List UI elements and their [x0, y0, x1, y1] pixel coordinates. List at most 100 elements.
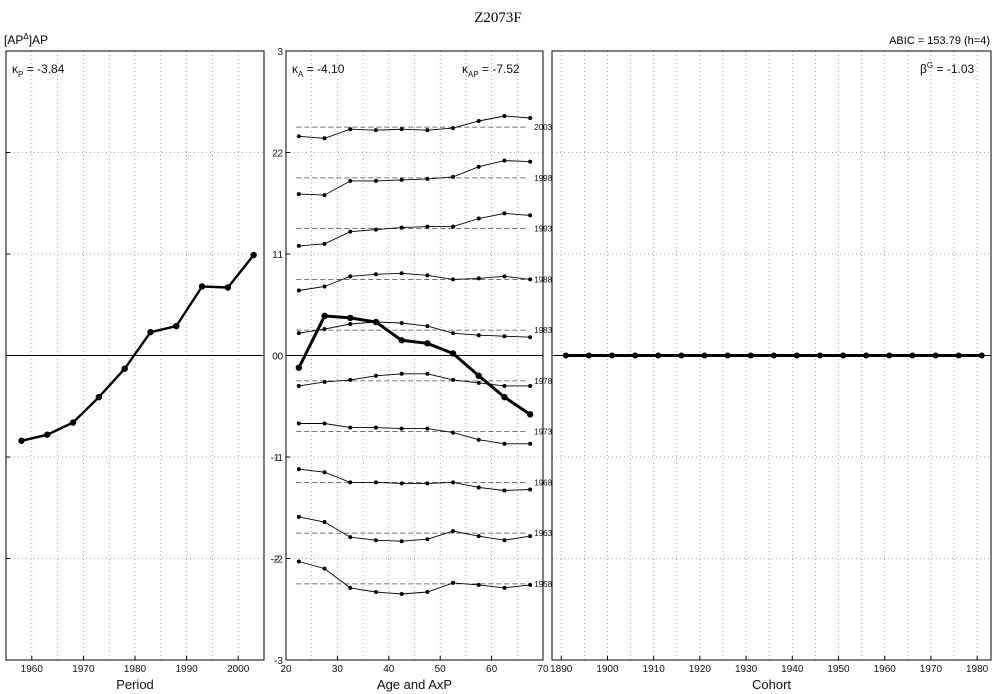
period-series-label: 1998 [534, 174, 552, 183]
age-by-period-point [373, 589, 378, 594]
age-by-period-point [373, 425, 378, 430]
age-by-period-point [476, 582, 481, 587]
age-by-period-point [451, 377, 456, 382]
cohort-effect-point [955, 352, 962, 359]
age-by-period-line [298, 468, 531, 491]
age-by-period-point [348, 535, 353, 540]
y-tick-label: 1 [277, 250, 283, 261]
age-by-period-point [399, 127, 404, 132]
age-by-period-point [502, 211, 507, 216]
age-by-period-point [296, 421, 301, 426]
age-effect-point [372, 318, 380, 326]
age-by-period-point [296, 192, 301, 197]
period-effect-point [147, 328, 154, 336]
x-tick-label: 1960 [21, 664, 44, 675]
age-by-period-line [298, 561, 531, 595]
x-tick-label: 1980 [124, 664, 147, 675]
x-tick-label: 1970 [72, 664, 95, 675]
age-by-period-line [298, 160, 531, 196]
period-effect-point [224, 284, 232, 291]
age-by-period-point [322, 136, 327, 141]
cohort-effect-point [562, 352, 569, 359]
age-by-period-point [399, 321, 404, 326]
age-by-period-point [528, 213, 533, 218]
age-by-period-point [348, 377, 353, 382]
age-by-period-point [296, 331, 301, 336]
kappa-annotation: κA = -4.10 [292, 62, 345, 79]
x-tick-label: 60 [486, 664, 498, 675]
age-by-period-point [322, 379, 327, 384]
y-tick-label: -2 [274, 555, 283, 566]
age-by-period-line [298, 272, 531, 291]
x-tick-label: 1980 [966, 664, 989, 675]
period-effect-point [250, 251, 257, 259]
period-series-label: 1968 [534, 478, 552, 487]
age-by-period-point [528, 534, 533, 539]
age-by-period-point [348, 322, 353, 327]
figure-subtitle: [APΔ]AP [4, 32, 48, 47]
period-series-label: 1973 [534, 428, 552, 437]
cohort-effect-point [909, 352, 916, 359]
period-effect-point [18, 437, 25, 444]
age-effect-point [501, 393, 508, 401]
age-by-period-point [476, 276, 481, 281]
age-by-period-point [476, 534, 481, 539]
age-by-period-point [425, 224, 430, 229]
x-axis-label: Age and AxP [377, 677, 452, 692]
age-by-period-point [502, 585, 507, 590]
period-series-label: 1988 [534, 275, 552, 284]
age-by-period-point [425, 128, 430, 133]
cohort-effect-point [724, 352, 731, 359]
age-by-period-point [528, 441, 533, 446]
age-by-period-point [348, 229, 353, 234]
age-by-period-point [451, 430, 456, 435]
y-tick-label: 0 [277, 352, 283, 363]
age-by-period-point [399, 539, 404, 544]
age-by-period-point [502, 538, 507, 543]
age-by-period-point [399, 177, 404, 182]
age-by-period-point [451, 126, 456, 131]
age-by-period-point [373, 272, 378, 277]
plot-frame [551, 50, 992, 661]
age-by-period-point [528, 115, 533, 120]
age-by-period-point [322, 421, 327, 426]
age-by-period-point [425, 324, 430, 329]
age-by-period-point [348, 127, 353, 132]
y-tick-label: -1 [274, 453, 283, 464]
x-tick-label: 20 [280, 664, 292, 675]
y-tick-label: -3 [274, 656, 283, 667]
period-series-label: 1983 [534, 326, 552, 335]
x-tick-label: 1960 [874, 664, 897, 675]
y-tick-label: 0 [272, 352, 278, 363]
age-by-period-point [502, 488, 507, 493]
age-effect-point [526, 411, 534, 418]
age-by-period-point [451, 331, 456, 336]
abic-label: ABIC = 153.79 (h=4) [889, 35, 990, 47]
period-series-label: 1978 [534, 377, 552, 386]
cohort-effect-point [632, 352, 639, 359]
age-by-period-point [348, 274, 353, 279]
x-tick-label: 1920 [689, 664, 712, 675]
age-by-period-point [296, 383, 301, 388]
x-tick-label: 50 [435, 664, 447, 675]
x-tick-label: 1910 [643, 664, 666, 675]
age-by-period-point [373, 480, 378, 485]
age-by-period-point [399, 592, 404, 597]
age-by-period-point [373, 178, 378, 183]
cohort-effect-point [701, 352, 708, 359]
age-effect-point [295, 364, 303, 371]
kappa-annotation: κAP = -7.52 [462, 62, 520, 79]
period-effect-point [95, 393, 103, 401]
age-by-period-point [322, 241, 327, 246]
period-series-label: 1993 [534, 225, 552, 234]
age-by-period-point [322, 193, 327, 198]
period-effect-point [44, 431, 51, 438]
cohort-effect-point [886, 352, 893, 359]
age-by-period-point [476, 119, 481, 124]
age-by-period-point [348, 178, 353, 183]
cohort-effect-point [817, 352, 824, 359]
age-by-period-line [298, 516, 531, 542]
cohort-effect-point [678, 352, 685, 359]
period-panel: 1960 1970 1980 1990 2000 Period -2 -1 0 1 2 κP = -3… [5, 50, 280, 692]
y-tick-label: 2 [277, 149, 283, 160]
